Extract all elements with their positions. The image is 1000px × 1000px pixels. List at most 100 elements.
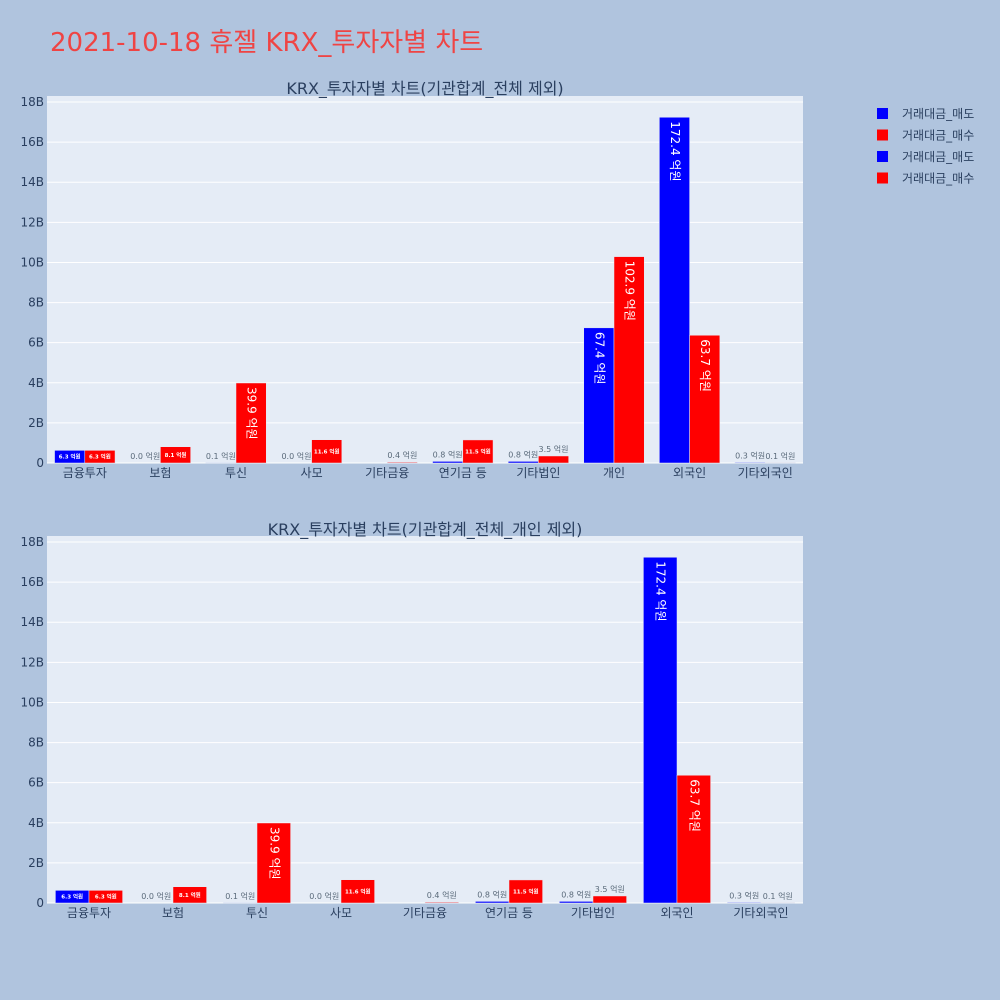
y-tick-label: 8B (28, 736, 44, 750)
y-tick-label: 18B (20, 95, 44, 109)
bar-sell (659, 117, 690, 464)
y-tick-label: 6B (28, 336, 44, 350)
bar-buy (538, 455, 569, 464)
data-label: 8.1 억원 (179, 891, 201, 899)
y-tick-label: 4B (28, 376, 44, 390)
chart-panel-2: 0 2B 4B 6B 8B 10B 12B 14B 16B 18B KRX_투자자별 차트(기관합계… (20, 520, 803, 920)
page-title: 2021-10-18 휴젤 KRX_투자자별 차트 (50, 28, 484, 58)
data-label: 0.1 억원 (225, 891, 255, 901)
bar-buy (424, 901, 459, 904)
x-tick-label: 연기금 등 (439, 466, 487, 480)
data-label: 6.3 억원 (89, 453, 111, 461)
data-label: 39.9 억원 (267, 827, 281, 880)
x-tick-label: 기타금융 (403, 906, 447, 920)
data-label: 11.5 억원 (513, 887, 539, 895)
legend-swatch (877, 108, 888, 119)
data-label: 3.5 억원 (539, 444, 569, 454)
y-tick-label: 6B (28, 776, 44, 790)
x-tick-label: 사모 (330, 906, 352, 920)
y-tick-label: 8B (28, 296, 44, 310)
data-label: 172.4 억원 (668, 121, 682, 181)
bar-sell (475, 901, 510, 904)
data-label: 3.5 억원 (595, 884, 625, 894)
data-label: 0.0 억원 (309, 891, 339, 901)
y-tick-label: 16B (20, 135, 44, 149)
y-tick-label: 12B (20, 655, 44, 669)
x-tick-label: 기타법인 (516, 466, 560, 480)
bar-buy (340, 879, 375, 904)
chart-panel-1: 0 2B 4B 6B 8B 10B 12B 14B 16B 18B KRX_투자자별 차트(기관합계… (20, 79, 803, 480)
x-tick-label: 연기금 등 (485, 906, 533, 920)
chart-title: KRX_투자자별 차트(기관합계_전체 제외) (286, 79, 563, 99)
x-tick-label: 개인 (603, 466, 625, 480)
y-tick-label: 0 (36, 456, 44, 470)
y-tick-label: 2B (28, 856, 44, 870)
legend-label: 거래대금_매도 (902, 107, 974, 121)
data-label: 0.1 억원 (763, 891, 793, 901)
x-tick-label: 기타법인 (571, 906, 615, 920)
data-label: 6.3 억원 (61, 893, 83, 901)
bar-buy (676, 775, 711, 904)
data-label: 11.6 억원 (345, 887, 371, 895)
data-label: 39.9 억원 (245, 387, 259, 440)
legend-swatch (877, 172, 888, 184)
bar-sell (643, 557, 678, 904)
bar-buy (235, 382, 267, 464)
data-label: 8.1 억원 (165, 451, 187, 459)
chart-title: KRX_투자자별 차트(기관합계_전체_개인 제외) (268, 520, 583, 540)
data-label: 0.0 억원 (130, 451, 160, 461)
bar-sell (559, 901, 594, 904)
data-label: 0.3 억원 (735, 450, 765, 460)
data-label: 63.7 억원 (698, 339, 712, 392)
y-tick-label: 16B (20, 575, 44, 589)
y-tick-label: 18B (20, 535, 44, 549)
bar-buy (592, 895, 627, 904)
y-tick-label: 14B (20, 175, 44, 189)
bar-buy (462, 439, 494, 464)
data-label: 0.0 억원 (281, 451, 311, 461)
legend-label: 거래대금_매수 (902, 172, 974, 186)
legend-label: 거래대금_매수 (902, 129, 974, 143)
data-label: 63.7 억원 (687, 779, 701, 832)
y-tick-label: 2B (28, 416, 44, 430)
data-label: 0.4 억원 (427, 890, 457, 900)
x-tick-label: 투신 (225, 466, 247, 480)
data-label: 0.8 억원 (433, 449, 463, 459)
data-label: 0.8 억원 (561, 889, 591, 899)
legend-label: 거래대금_매도 (902, 150, 974, 164)
y-tick-label: 12B (20, 215, 44, 229)
bar-sell (727, 902, 762, 904)
bar-buy (386, 461, 418, 464)
bar-buy (172, 886, 207, 904)
data-label: 0.3 억원 (729, 890, 759, 900)
bar-buy (508, 879, 543, 904)
y-tick-label: 4B (28, 816, 44, 830)
bar-sell (734, 462, 766, 464)
data-label: 102.9 억원 (623, 261, 637, 321)
data-label: 6.3 억원 (59, 453, 81, 461)
x-tick-label: 금융투자 (63, 466, 107, 480)
y-tick-label: 0 (36, 896, 44, 910)
x-tick-label: 기타외국인 (733, 906, 788, 920)
bar-buy (84, 450, 116, 464)
legend-swatch (877, 151, 888, 162)
x-tick-label: 기타금융 (365, 466, 409, 480)
x-tick-label: 투신 (246, 906, 268, 920)
data-label: 0.0 억원 (141, 891, 171, 901)
y-tick-label: 10B (20, 695, 44, 709)
bar-buy (88, 890, 123, 904)
data-label: 0.8 억원 (477, 889, 507, 899)
x-tick-label: 보험 (162, 906, 184, 920)
x-tick-label: 외국인 (673, 466, 706, 480)
bar-sell (432, 461, 464, 464)
bar-buy (613, 256, 645, 464)
x-tick-label: 기타외국인 (738, 466, 793, 480)
y-tick-label: 14B (20, 615, 44, 629)
data-label: 11.6 억원 (314, 447, 340, 455)
x-tick-label: 사모 (301, 466, 323, 480)
bar-buy (689, 335, 721, 464)
data-label: 172.4 억원 (654, 561, 668, 621)
